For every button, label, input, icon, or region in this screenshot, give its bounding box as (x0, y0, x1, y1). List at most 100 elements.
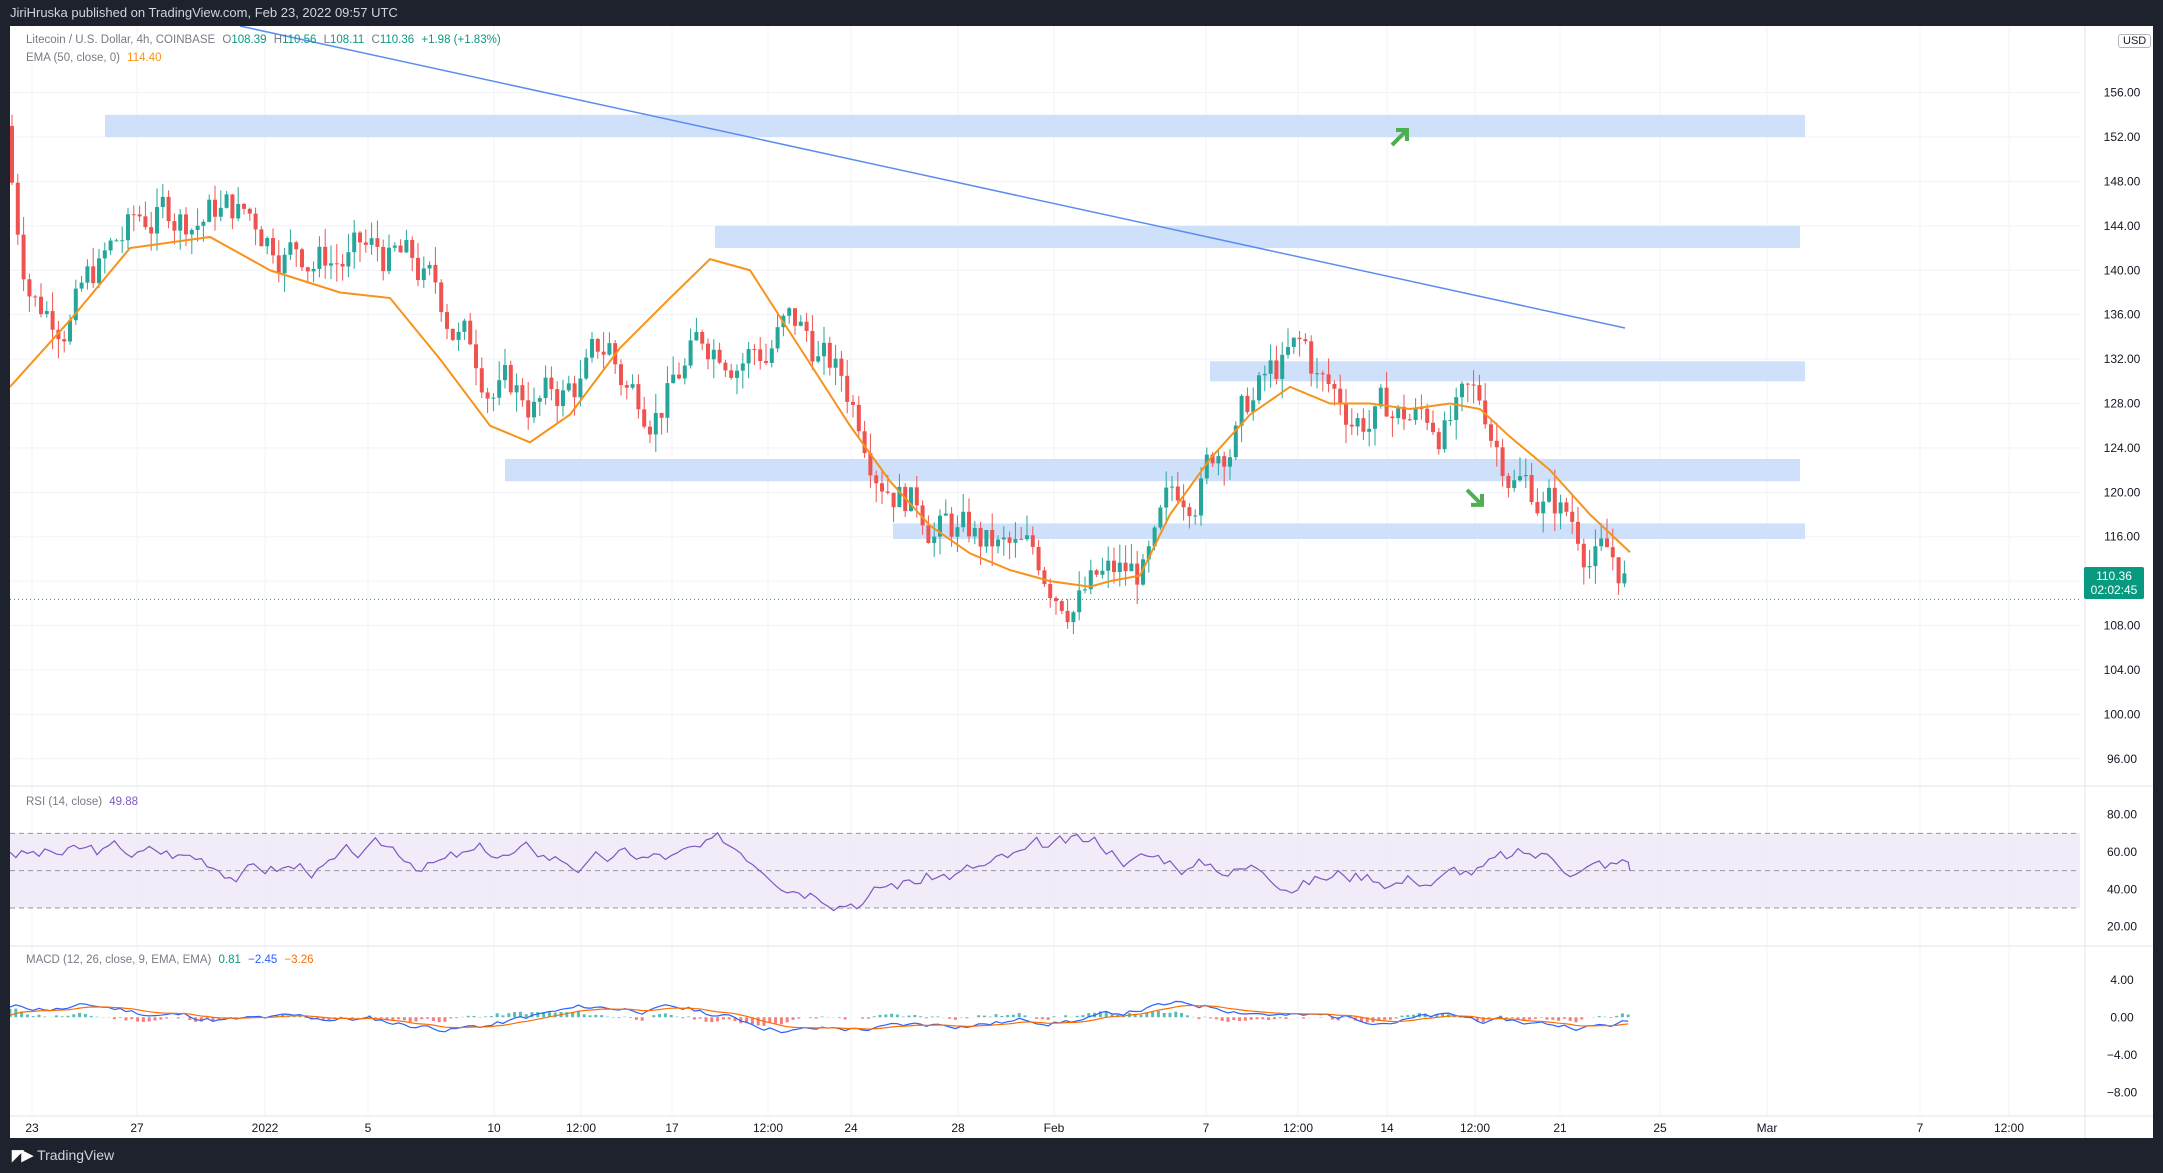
candle-body (10, 125, 14, 183)
candle-body (462, 320, 467, 332)
candle-body (433, 264, 438, 283)
candle-body (166, 196, 171, 222)
candle-body (479, 368, 484, 393)
macd-histogram-bar (414, 1017, 418, 1022)
candle-body (868, 453, 873, 476)
macd-histogram-bar (1377, 1017, 1381, 1021)
candle-body (972, 527, 977, 537)
macd-histogram-bar (1272, 1017, 1276, 1020)
macd-histogram-bar (130, 1017, 134, 1020)
macd-histogram-bar (60, 1016, 64, 1018)
candle-body (1297, 337, 1302, 340)
macd-histogram-bar (95, 1016, 99, 1018)
candle-body (294, 242, 299, 250)
candle-body (1605, 538, 1609, 548)
macd-histogram-bar (1064, 1015, 1068, 1018)
candle-body (317, 246, 322, 269)
candle-body (1564, 502, 1569, 512)
macd-histogram-bar (1562, 1017, 1566, 1019)
macd-histogram-bar (141, 1017, 145, 1022)
candle-body (21, 234, 26, 280)
candle-body (1048, 584, 1053, 599)
candle-body (387, 247, 391, 272)
candle-body (1610, 547, 1615, 558)
macd-histogram-bar (136, 1017, 140, 1022)
candle-body (102, 250, 107, 259)
price-tick-label: 116.00 (2104, 530, 2140, 544)
macd-histogram-bar (1081, 1015, 1085, 1018)
rsi-tick-label: 60.00 (2107, 845, 2137, 859)
candle-body (1083, 589, 1087, 591)
candle-body (1106, 560, 1111, 571)
macd-histogram-bar (1209, 1017, 1213, 1019)
macd-histogram-bar (1510, 1017, 1514, 1019)
tv-logo-icon: ◤▶ (12, 1147, 33, 1164)
currency-badge[interactable]: USD (2118, 34, 2152, 48)
candle-body (288, 242, 293, 255)
candle-body (282, 254, 287, 274)
chart-area[interactable]: 96.00100.00104.00108.00112.00116.00120.0… (8, 25, 2153, 1138)
macd-histogram-bar (1626, 1014, 1630, 1018)
macd-histogram-bar (872, 1016, 876, 1018)
tradingview-logo[interactable]: ◤▶ TradingView (12, 1146, 114, 1164)
candle-body (1204, 454, 1209, 479)
candle-body (566, 383, 571, 391)
macd-histogram-bar (1011, 1014, 1015, 1018)
candle-body (1512, 480, 1517, 488)
macd-histogram-bar (965, 1017, 969, 1019)
candle-body (143, 216, 148, 228)
candle-body (381, 246, 386, 272)
trendline (239, 25, 1626, 329)
candle-body (885, 491, 890, 493)
ohlc-o-label: O (222, 34, 232, 46)
candle-body (1616, 557, 1621, 584)
macd-histogram-bar (89, 1015, 93, 1018)
macd-histogram-bar (866, 1017, 870, 1019)
macd-histogram-bar (1168, 1012, 1172, 1018)
candle-body (543, 377, 548, 399)
candle-body (236, 203, 241, 219)
macd-histogram-bar (1052, 1016, 1056, 1018)
candle-body (1170, 486, 1174, 488)
candle-body (126, 214, 130, 241)
candle-body (1013, 538, 1018, 543)
macd-histogram-bar (687, 1016, 691, 1018)
macd-histogram-bar (1539, 1017, 1543, 1018)
candle-body (595, 338, 600, 352)
candle-body (305, 267, 310, 272)
macd-histogram-bar (1156, 1010, 1160, 1018)
candle-body (155, 207, 159, 234)
candle-body (1529, 475, 1534, 503)
macd-histogram-bar (565, 1012, 569, 1018)
price-chart-svg[interactable]: 96.00100.00104.00108.00112.00116.00120.0… (8, 25, 2153, 1138)
ohlc-l-label: L (323, 34, 330, 46)
candle-body (1193, 515, 1198, 517)
macd-histogram-bar (797, 1017, 801, 1019)
candle-body (1413, 408, 1418, 421)
macd-histogram-bar (936, 1016, 940, 1018)
candle-body (1552, 487, 1557, 514)
macd-histogram-bar (408, 1017, 412, 1023)
macd-histogram-bar (1046, 1017, 1050, 1020)
macd-histogram-bar (1006, 1015, 1010, 1018)
macd-histogram-bar (83, 1013, 87, 1018)
candle-body (729, 370, 734, 378)
macd-histogram-bar (321, 1017, 325, 1021)
macd-histogram-bar (1220, 1017, 1224, 1021)
candle-body (491, 397, 496, 399)
candle-body (363, 242, 368, 245)
candle-body (694, 331, 699, 341)
candle-body (1059, 601, 1064, 611)
candle-body (1361, 418, 1366, 432)
macd-histogram-bar (982, 1015, 986, 1018)
macd-histogram-bar (1023, 1015, 1027, 1018)
candle-body (33, 296, 38, 298)
candle-body (1100, 570, 1105, 575)
macd-histogram-bar (112, 1017, 116, 1020)
candle-body (1390, 416, 1395, 419)
rsi-label: RSI (14, close) (26, 796, 103, 808)
candle-body (1599, 538, 1604, 547)
candle-body (938, 515, 942, 537)
candle-body (497, 380, 502, 398)
macd-histogram-bar (1394, 1017, 1398, 1019)
